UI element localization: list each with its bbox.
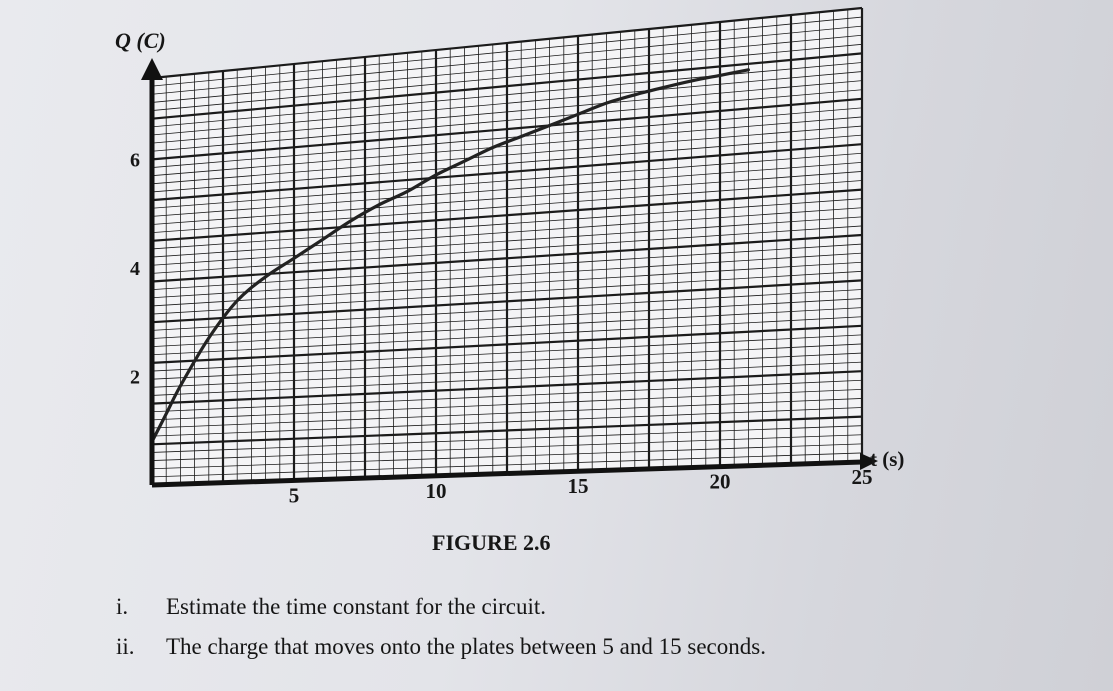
question-2: ii. The charge that moves onto the plates… [116,634,766,660]
y-axis-label: Q (C) [115,28,166,53]
major-gridline-y [151,188,863,242]
x-tick-label: 20 [710,470,731,494]
question-2-text: The charge that moves onto the plates be… [166,634,766,659]
tick-labels: 5 10 15 20 25 2 4 6 [130,149,873,507]
figure-caption: FIGURE 2.6 [432,530,551,555]
x-axis-label: t (s) [870,447,904,471]
x-tick-label: 5 [289,483,300,507]
question-1-text: Estimate the time constant for the circu… [166,594,547,619]
major-gridline-y [151,415,863,446]
axes-layer [141,58,878,488]
y-tick-label: 2 [130,366,140,388]
major-gridline-y [151,143,863,202]
question-1-number: i. [116,594,129,619]
x-tick-label: 10 [426,479,447,503]
major-gridline-y [151,52,863,120]
charge-curve-0 [150,68,750,444]
curve-layer [150,68,750,444]
y-axis-arrowhead [141,58,163,80]
major-gridline-y [151,97,863,161]
major-gridline-y [151,279,863,324]
x-tick-label: 25 [852,465,873,489]
y-tick-label: 4 [130,258,140,280]
y-tick-label: 6 [130,149,140,171]
x-tick-label: 15 [568,474,589,498]
major-gridline-y [151,324,863,364]
major-gridline-y [151,370,863,405]
x-axis-line [151,459,863,488]
question-2-number: ii. [116,634,135,659]
x-axis-arrowhead [860,453,878,470]
major-gridline-y [151,6,863,80]
question-1: i. Estimate the time constant for the cir… [116,594,546,620]
